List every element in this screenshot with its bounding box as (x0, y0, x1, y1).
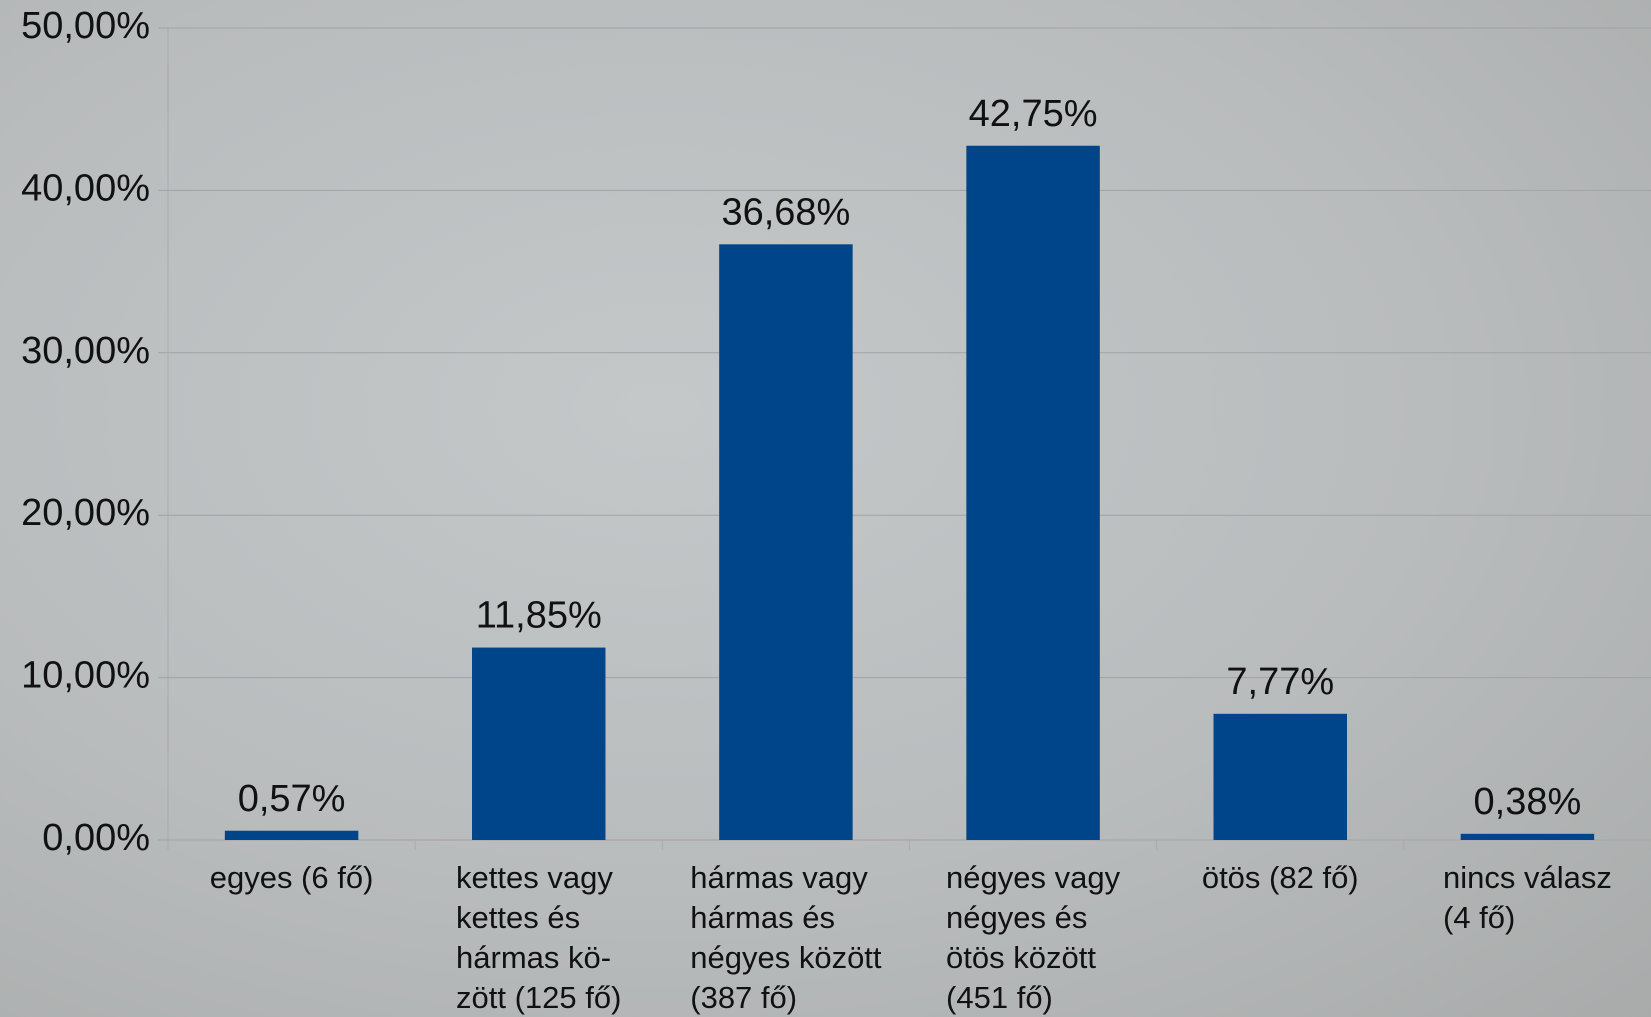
bar (224, 830, 359, 840)
bar (472, 647, 606, 840)
bar (1213, 713, 1347, 840)
x-tick-label: egyes (6 fő) (209, 860, 374, 895)
value-label: 7,77% (1226, 661, 1334, 703)
value-label: 0,38% (1474, 781, 1582, 823)
x-tick-label: kettes vagy kettes és hármas kö- zött (1… (456, 860, 622, 1015)
value-label: 0,57% (238, 778, 346, 820)
x-tick-label-box: négyes vagy négyes és ötös között (451 f… (910, 858, 1157, 1017)
x-tick-label-box: nincs válasz (4 fő) (1404, 858, 1651, 938)
x-tick-label-box: hármas vagy hármas és négyes között (387… (662, 858, 909, 1017)
y-tick-label: 50,00% (21, 5, 150, 47)
value-label: 36,68% (721, 191, 850, 233)
value-label: 42,75% (969, 93, 1098, 135)
x-tick-label-box: egyes (6 fő) (168, 858, 415, 898)
x-tick-label: négyes vagy négyes és ötös között (451 f… (946, 860, 1121, 1015)
value-label: 11,85% (476, 595, 602, 637)
y-tick-label: 10,00% (21, 655, 150, 697)
bar (966, 145, 1100, 841)
y-tick-label: 30,00% (21, 330, 150, 372)
y-tick-label: 0,00% (42, 817, 150, 859)
x-tick-label: nincs válasz (4 fő) (1442, 860, 1612, 935)
y-tick-label: 20,00% (21, 492, 150, 534)
x-tick-label-box: ötös (82 fő) (1157, 858, 1404, 898)
x-tick-label: ötös (82 fő) (1201, 860, 1359, 895)
bar (1460, 833, 1595, 840)
y-tick-label: 40,00% (21, 167, 150, 209)
bar (719, 244, 853, 841)
x-tick-label: hármas vagy hármas és négyes között (387… (690, 860, 882, 1015)
x-tick-label-box: kettes vagy kettes és hármas kö- zött (1… (415, 858, 662, 1017)
